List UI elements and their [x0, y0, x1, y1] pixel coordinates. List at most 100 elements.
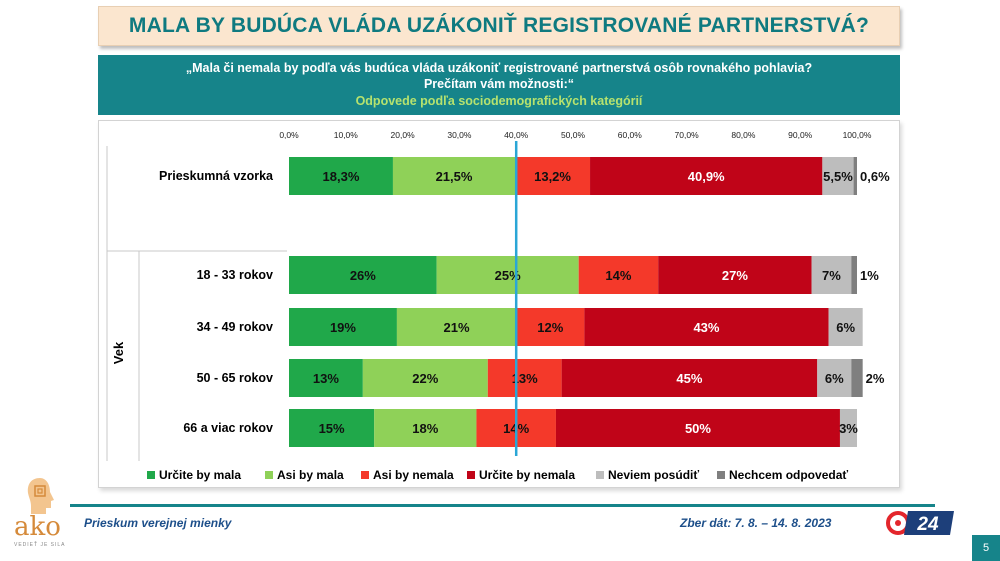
x-tick-label: 70,0% — [675, 130, 700, 140]
bar-segment — [839, 409, 857, 447]
bar-segment — [578, 256, 659, 294]
data-label: 1% — [860, 268, 879, 283]
legend-swatch — [467, 471, 475, 479]
bar-segment — [851, 256, 857, 294]
bar-segment — [515, 157, 591, 195]
x-tick-label: 90,0% — [788, 130, 813, 140]
x-tick-label: 80,0% — [731, 130, 756, 140]
footer-survey-label: Prieskum verejnej mienky — [84, 516, 232, 530]
category-label: 18 - 33 rokov — [197, 268, 273, 282]
legend-label: Určite by mala — [159, 468, 241, 482]
legend-swatch — [596, 471, 604, 479]
legend-label: Asi by mala — [277, 468, 344, 482]
stacked-bar-chart: 0,0% 10,0% 20,0% 30,0% 40,0% 50,0% 60,0% 70,0% 8… — [106, 130, 890, 482]
data-label: 13% — [512, 371, 538, 386]
bar-segment — [289, 157, 393, 195]
bar-segment — [392, 157, 516, 195]
bar-segment — [289, 308, 397, 346]
bar-segment — [289, 359, 363, 397]
bar-segment — [811, 256, 852, 294]
data-label: 19% — [330, 320, 356, 335]
title-bar: MALA BY BUDÚCA VLÁDA UZÁKONIŤ REGISTROVA… — [98, 6, 900, 46]
footer-date-range: Zber dát: 7. 8. – 14. 8. 2023 — [680, 516, 832, 530]
bar-segment — [289, 256, 437, 294]
legend-label: Asi by nemala — [373, 468, 454, 482]
data-label: 18,3% — [323, 169, 360, 184]
x-tick-label: 60,0% — [618, 130, 643, 140]
legend-label: Nechcem odpovedať — [729, 468, 848, 482]
legend-swatch — [361, 471, 369, 479]
data-label: 27% — [722, 268, 748, 283]
data-label: 13% — [313, 371, 339, 386]
bar-segment — [487, 359, 562, 397]
category-label: 66 a viac rokov — [183, 421, 273, 435]
footer-divider — [70, 504, 935, 507]
bar-segment — [851, 359, 863, 397]
bar-segment — [555, 409, 840, 447]
data-label: 45% — [676, 371, 702, 386]
bar-segment — [658, 256, 812, 294]
x-tick-label: 10,0% — [334, 130, 359, 140]
x-tick-label: 0,0% — [279, 130, 299, 140]
data-label: 43% — [693, 320, 719, 335]
data-label: 25% — [495, 268, 521, 283]
data-label: 6% — [825, 371, 844, 386]
chart-frame: 0,0% 10,0% 20,0% 30,0% 40,0% 50,0% 60,0% 70,0% 8… — [98, 120, 900, 488]
data-label: 40,9% — [688, 169, 725, 184]
group-label-vek: Vek — [111, 341, 126, 364]
bar-segment — [822, 157, 854, 195]
data-label: 0,6% — [860, 169, 890, 184]
bar-segment — [516, 308, 585, 346]
legend-label: Určite by nemala — [479, 468, 575, 482]
bar-segment — [374, 409, 477, 447]
page-title: MALA BY BUDÚCA VLÁDA UZÁKONIŤ REGISTROVA… — [128, 14, 870, 37]
legend-swatch — [717, 471, 725, 479]
bar-segment — [828, 308, 863, 346]
bar-segment — [561, 359, 818, 397]
data-label: 26% — [350, 268, 376, 283]
ako-logo: ako VEDIEŤ JE SILA — [10, 474, 72, 554]
data-label: 18% — [412, 421, 438, 436]
x-tick-label: 50,0% — [561, 130, 586, 140]
data-label: 6% — [836, 320, 855, 335]
data-label: 13,2% — [534, 169, 571, 184]
tv24-logo-text: 24 — [916, 514, 939, 535]
category-label: 50 - 65 rokov — [197, 371, 273, 385]
ako-emblem-icon — [27, 478, 54, 514]
question-subtitle: Odpovede podľa sociodemografických kateg… — [355, 94, 643, 108]
data-label: 14% — [605, 268, 631, 283]
data-label: 21,5% — [436, 169, 473, 184]
tv24-logo: 24 — [886, 511, 954, 535]
bar-segment — [436, 256, 579, 294]
data-label: 22% — [412, 371, 438, 386]
data-label: 2% — [866, 371, 885, 386]
data-label: 50% — [685, 421, 711, 436]
page-number: 5 — [972, 535, 1000, 561]
data-label: 7% — [822, 268, 841, 283]
data-label: 12% — [537, 320, 563, 335]
bar-segment — [362, 359, 488, 397]
bar-segment — [853, 157, 857, 195]
x-tick-label: 20,0% — [391, 130, 416, 140]
legend-swatch — [147, 471, 155, 479]
bar-segment — [289, 409, 375, 447]
data-label: 15% — [319, 421, 345, 436]
category-label: 34 - 49 rokov — [197, 320, 273, 334]
bar-segment — [817, 359, 852, 397]
data-label: 5,5% — [823, 169, 853, 184]
bar-segment — [584, 308, 829, 346]
question-box: „Mala či nemala by podľa vás budúca vlád… — [98, 55, 900, 115]
legend-label: Neviem posúdiť — [608, 468, 699, 482]
category-label: Prieskumná vzorka — [159, 169, 274, 183]
ako-logo-tagline: VEDIEŤ JE SILA — [14, 542, 66, 548]
data-label: 21% — [444, 320, 470, 335]
bar-segment — [396, 308, 517, 346]
data-label: 3% — [839, 421, 858, 436]
legend-swatch — [265, 471, 273, 479]
x-tick-label: 30,0% — [447, 130, 472, 140]
x-tick-label: 100,0% — [843, 130, 872, 140]
ako-logo-text: ako — [14, 512, 61, 542]
question-text: „Mala či nemala by podľa vás budúca vlád… — [185, 61, 813, 91]
bar-segment — [590, 157, 823, 195]
x-tick-label: 40,0% — [504, 130, 529, 140]
